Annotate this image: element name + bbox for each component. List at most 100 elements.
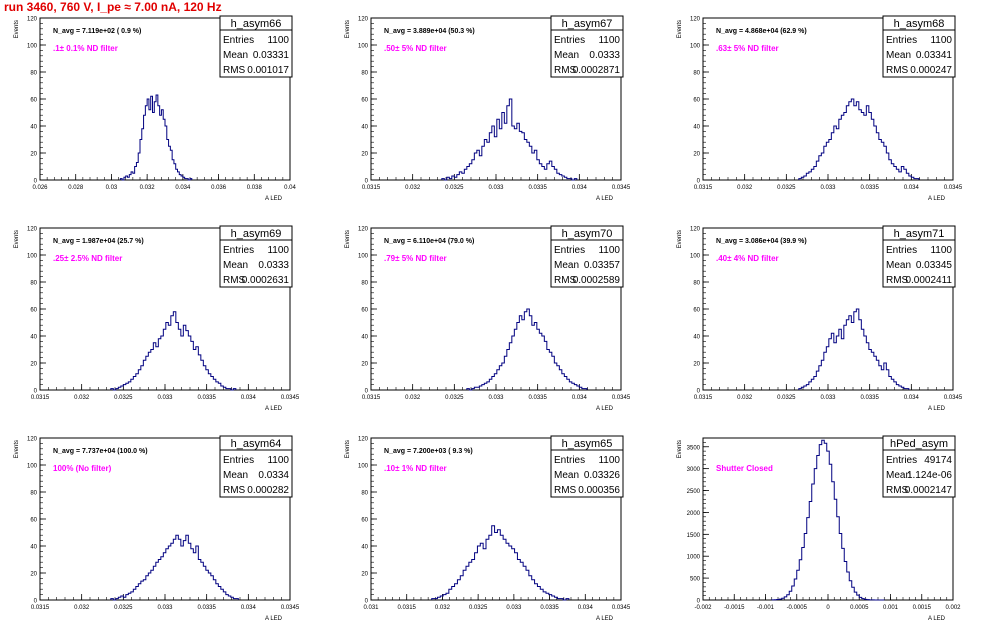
stats-value-entries: 49174 [924, 455, 952, 466]
y-tick-label: 120 [690, 227, 701, 233]
y-axis-title: Events [14, 440, 20, 458]
panel-h_asym66: 0 20 40 60 80 100 120 0.026 0.028 0.03 0.032 0.034 0… [14, 15, 296, 202]
stats-value-entries: 1100 [598, 245, 620, 256]
stats-label-rms: RMS [554, 65, 577, 76]
x-tick-label: 0.0315 [362, 185, 381, 191]
y-tick-label: 120 [27, 17, 38, 23]
x-tick-label: 0.0345 [281, 605, 300, 611]
stats-label-entries: Entries [554, 455, 585, 466]
stats-title: h_asym70 [562, 228, 613, 240]
navg-label: N_avg = 6.110e+04 (79.0 %) [384, 238, 474, 245]
stats-value-rms: 0.0002589 [573, 275, 621, 286]
stats-box [219, 225, 293, 288]
histogram-line [110, 311, 237, 391]
stats-title: h_asym65 [562, 438, 613, 450]
stats-value-rms: 0.000247 [910, 65, 952, 76]
stats-value-entries: 1100 [267, 245, 289, 256]
x-axis-title: A LED [928, 616, 946, 622]
x-tick-label: 0.0325 [777, 185, 796, 191]
y-tick-label: 120 [27, 227, 38, 233]
filter-annotation: .50± 5% ND filter [384, 44, 447, 53]
stats-value-rms: 0.0002871 [573, 65, 621, 76]
x-tick-label: 0.0325 [777, 395, 796, 401]
x-tick-label: 0.0335 [860, 395, 879, 401]
y-tick-label: 0 [697, 599, 701, 605]
stats-label-rms: RMS [223, 485, 246, 496]
y-tick-label: 120 [358, 17, 369, 23]
stats-label-mean: Mean [886, 260, 911, 271]
stats-box [550, 435, 624, 498]
stats-label-entries: Entries [223, 455, 254, 466]
filter-annotation: 100% (No filter) [53, 464, 112, 473]
stats-value-rms: 0.000282 [247, 485, 289, 496]
panel-h_asym65: 0 20 40 60 80 100 120 0.031 0.0315 0.032 0.0325 0.0… [345, 435, 631, 622]
y-tick-label: 40 [693, 125, 700, 131]
stats-label-entries: Entries [886, 245, 917, 256]
x-tick-label: 0.034 [904, 185, 920, 191]
panel-hPed_asym: 0 500 1000 1500 2000 2500 3000 3500 -0.002 -0.001… [677, 435, 961, 622]
y-tick-label: 20 [361, 152, 368, 158]
x-tick-label: 0.034 [572, 395, 588, 401]
x-tick-label: 0.0335 [197, 395, 216, 401]
x-tick-label: 0.0345 [944, 395, 963, 401]
y-tick-label: 80 [361, 491, 368, 497]
x-tick-label: -0.0005 [787, 605, 808, 611]
histogram-line [431, 525, 570, 601]
y-tick-label: 120 [358, 227, 369, 233]
histogram-line [119, 94, 193, 181]
stats-value-mean: 0.0334 [258, 470, 289, 481]
y-tick-label: 60 [693, 98, 700, 104]
y-tick-label: 40 [693, 335, 700, 341]
stats-value-mean: 0.03326 [584, 470, 621, 481]
stats-value-mean: 0.03331 [253, 50, 290, 61]
stats-value-rms: 0.0002147 [905, 485, 953, 496]
y-tick-label: 40 [361, 545, 368, 551]
x-tick-label: 0.0335 [528, 185, 547, 191]
x-tick-label: 0.038 [247, 185, 263, 191]
y-tick-label: 60 [30, 98, 37, 104]
panel-h_asym71: 0 20 40 60 80 100 120 0.0315 0.032 0.0325 0.033 0.0… [677, 225, 963, 412]
stats-label-rms: RMS [223, 65, 246, 76]
stats-box [550, 15, 624, 78]
stats-label-rms: RMS [886, 485, 909, 496]
x-tick-label: 0.034 [904, 395, 920, 401]
x-tick-label: 0.0325 [445, 185, 464, 191]
stats-label-mean: Mean [554, 470, 579, 481]
y-tick-label: 100 [358, 254, 369, 260]
y-tick-label: 1500 [687, 533, 701, 539]
y-tick-label: 60 [361, 308, 368, 314]
x-tick-label: 0.0315 [694, 185, 713, 191]
y-tick-label: 20 [361, 362, 368, 368]
y-tick-label: 80 [361, 71, 368, 77]
y-tick-label: 60 [30, 308, 37, 314]
y-tick-label: 40 [30, 125, 37, 131]
stats-label-mean: Mean [554, 50, 579, 61]
stats-label-rms: RMS [554, 275, 577, 286]
y-tick-label: 40 [361, 125, 368, 131]
stats-box [882, 225, 956, 288]
x-tick-label: 0.0345 [281, 395, 300, 401]
stats-label-mean: Mean [886, 50, 911, 61]
x-tick-label: 0.028 [68, 185, 84, 191]
x-tick-label: 0.04 [284, 185, 296, 191]
stats-value-rms: 0.0002631 [242, 275, 290, 286]
navg-label: N_avg = 4.868e+04 (62.9 %) [716, 28, 807, 35]
stats-label-entries: Entries [886, 455, 917, 466]
x-tick-label: -0.0015 [724, 605, 745, 611]
panel-h_asym64: 0 20 40 60 80 100 120 0.0315 0.032 0.0325 0.033 0.0… [14, 435, 300, 622]
stats-title: h_asym69 [231, 228, 282, 240]
x-tick-label: 0.03 [106, 185, 118, 191]
y-tick-label: 40 [361, 335, 368, 341]
run-title: run 3460, 760 V, I_pe ≈ 7.00 nA, 120 Hz [4, 0, 222, 14]
stats-label-rms: RMS [886, 65, 909, 76]
x-tick-label: 0.0315 [694, 395, 713, 401]
y-tick-label: 60 [361, 98, 368, 104]
stats-label-entries: Entries [554, 245, 585, 256]
stats-label-rms: RMS [223, 275, 246, 286]
stats-label-entries: Entries [223, 35, 254, 46]
y-axis-title: Events [677, 20, 683, 38]
y-axis-title: Events [345, 230, 351, 248]
panel-h_asym70: 0 20 40 60 80 100 120 0.0315 0.032 0.0325 0.033 0.0… [345, 225, 631, 412]
x-tick-label: 0.032 [140, 185, 156, 191]
y-tick-label: 2000 [687, 511, 701, 517]
